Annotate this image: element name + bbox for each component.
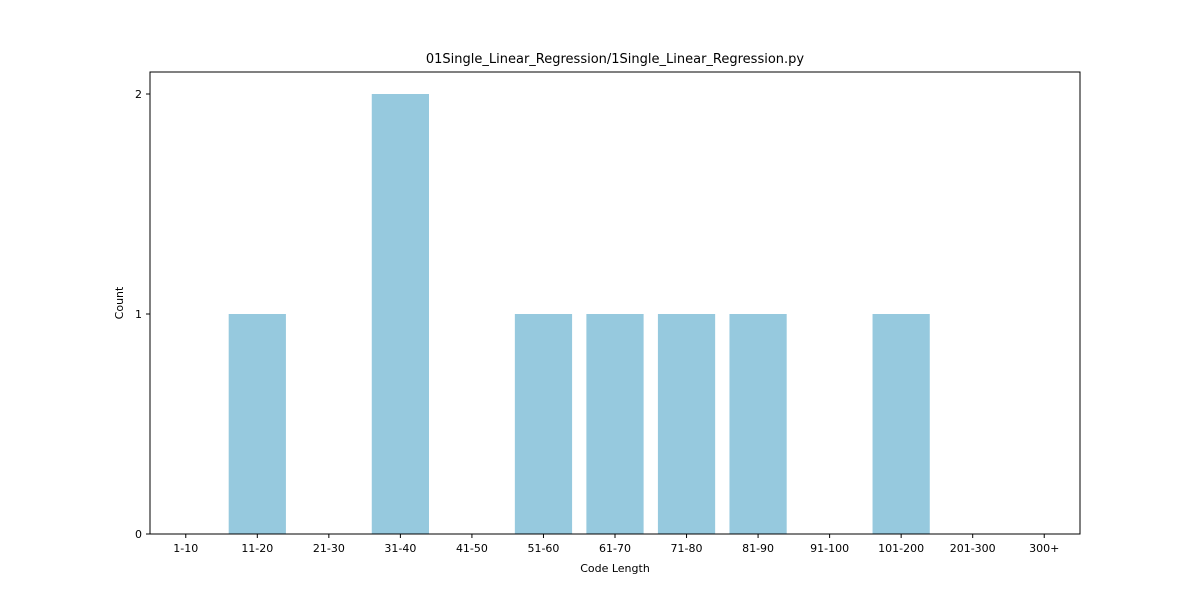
bar-81-90 — [729, 314, 787, 534]
x-tick-label: 11-20 — [241, 542, 273, 555]
x-axis-title: Code Length — [580, 562, 650, 575]
bar-11-20 — [228, 314, 286, 534]
x-tick-label: 81-90 — [742, 542, 774, 555]
chart-title: 01Single_Linear_Regression/1Single_Linea… — [426, 52, 805, 67]
y-tick-label: 1 — [135, 308, 142, 321]
x-axis: 1-10 11-20 21-30 31-40 41-50 51-60 61-70 71-80 8… — [173, 534, 1059, 555]
bar-101-200 — [872, 314, 930, 534]
x-tick-label: 101-200 — [878, 542, 924, 555]
x-tick-label: 201-300 — [950, 542, 996, 555]
y-axis-title: Count — [113, 286, 126, 319]
plot-frame — [149, 71, 1081, 535]
bar-31-40 — [371, 94, 429, 534]
y-tick-label: 0 — [135, 528, 142, 541]
x-tick-label: 51-60 — [527, 542, 559, 555]
bar-51-60 — [514, 314, 573, 534]
x-tick-label: 71-80 — [671, 542, 703, 555]
y-tick-label: 2 — [135, 88, 142, 101]
bar-71-80 — [657, 314, 716, 534]
y-axis: 0 1 2 — [135, 88, 150, 541]
x-tick-label: 1-10 — [173, 542, 198, 555]
bars-layer — [228, 94, 930, 534]
x-tick-label: 91-100 — [810, 542, 849, 555]
x-tick-label: 61-70 — [599, 542, 631, 555]
bar-61-70 — [586, 314, 644, 534]
x-tick-label: 300+ — [1029, 542, 1059, 555]
x-tick-label: 21-30 — [313, 542, 345, 555]
x-tick-label: 41-50 — [456, 542, 488, 555]
x-tick-label: 31-40 — [384, 542, 416, 555]
